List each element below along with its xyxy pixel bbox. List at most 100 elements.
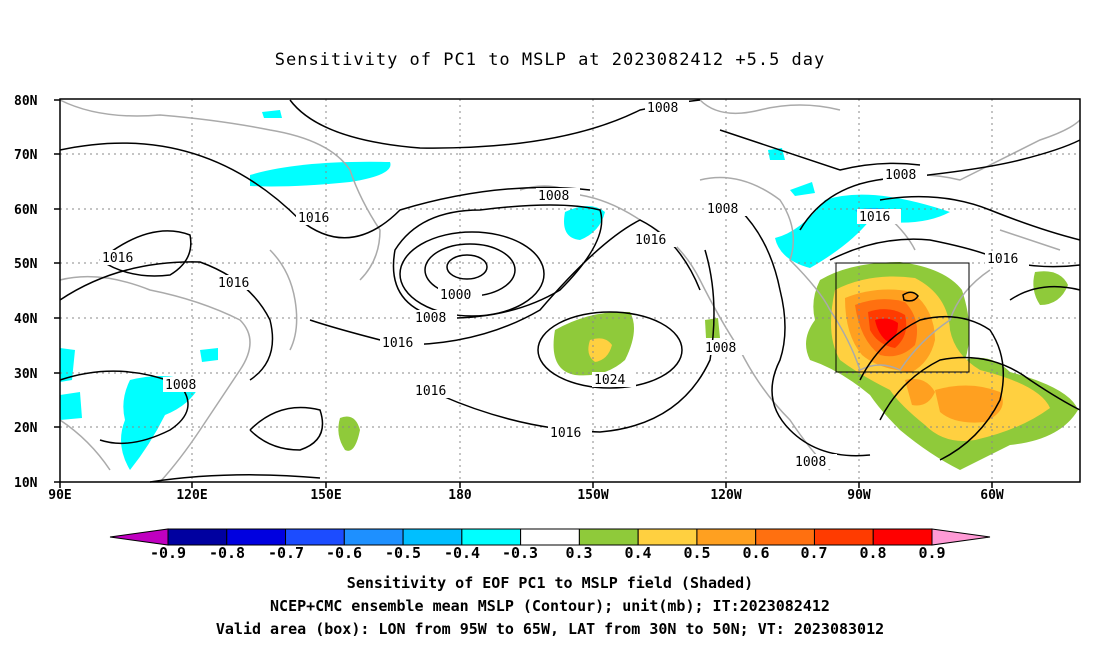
colorbar-cell	[755, 528, 815, 546]
lon-tick-label: 90W	[847, 488, 871, 503]
lat-tick-label: 70N	[14, 148, 38, 163]
colorbar-cell	[813, 528, 874, 546]
lon-tick-label: 120E	[176, 488, 207, 503]
shade-neg-hudson	[775, 194, 950, 268]
shade-neg-small-3	[200, 348, 218, 362]
lat-tick-label: 80N	[14, 94, 38, 109]
shade-pos-atlantic-orange	[935, 385, 1003, 423]
contour-label: 1008	[705, 341, 736, 356]
lon-tick-label: 150E	[310, 488, 341, 503]
contour-low-2	[399, 231, 545, 317]
contour-label: 1008	[165, 378, 196, 393]
contour-label: 1016	[102, 251, 133, 266]
colorbar-label: -0.8	[209, 544, 245, 562]
colorbar-label: -0.3	[502, 544, 538, 562]
lon-tick-label: 150W	[577, 488, 608, 503]
coastlines	[59, 99, 1081, 483]
colorbar-cell	[167, 528, 228, 546]
colorbar-cell	[461, 528, 522, 546]
contour-west-2	[99, 230, 192, 277]
shade-neg-west	[60, 348, 75, 382]
colorbar-cell	[226, 528, 287, 546]
shading-layer	[60, 110, 1078, 470]
chart-title: Sensitivity of PC1 to MSLP at 2023082412…	[274, 50, 826, 70]
shade-neg-small-1	[262, 110, 282, 118]
shade-pos-atlantic-orange2	[905, 378, 935, 406]
lat-tick-label: 20N	[14, 421, 38, 436]
contour-west-4	[249, 406, 324, 451]
lat-tick-label: 60N	[14, 203, 38, 218]
contour-far-east	[1009, 285, 1081, 301]
lon-tick-label: 180	[448, 488, 472, 503]
lat-tick-label: 50N	[14, 257, 38, 272]
contour-east-1016	[799, 139, 1081, 231]
colorbar-cell	[285, 528, 345, 546]
shade-neg-scs	[121, 376, 200, 470]
contour-label: 1000	[440, 288, 471, 303]
contour-label: 1008	[415, 311, 446, 326]
colorbar-cell	[578, 528, 639, 546]
colorbar	[109, 528, 991, 546]
contour-north-1016	[59, 142, 591, 239]
shade-neg-greenland	[790, 182, 815, 196]
contour-east-2	[879, 195, 1081, 241]
contour-label: 1016	[382, 336, 413, 351]
contour-label: 1008	[795, 455, 826, 470]
colorbar-cell	[872, 528, 933, 546]
lon-tick-label: 90E	[48, 488, 71, 503]
colorbar-label: -0.7	[268, 544, 304, 562]
contour-label: 1008	[707, 202, 738, 217]
shade-pos-eastna-red3	[875, 318, 898, 342]
colorbar-label: -0.5	[385, 544, 421, 562]
colorbar-high-extend	[931, 528, 991, 546]
lat-tick-label: 40N	[14, 312, 38, 327]
shade-pos-small-green	[338, 416, 360, 451]
shade-pos-right-green	[1033, 271, 1068, 305]
colorbar-cell	[402, 528, 463, 546]
colorbar-label: 0.5	[683, 544, 710, 562]
colorbar-label: 0.6	[742, 544, 769, 562]
contour-east-5	[879, 356, 1081, 421]
caption-line-2: NCEP+CMC ensemble mean MSLP (Contour); u…	[270, 597, 830, 615]
contour-east-1008	[739, 209, 871, 457]
contour-label: 1016	[635, 233, 666, 248]
colorbar-cell	[637, 528, 698, 546]
lat-tick-labels: 80N 70N 60N 50N 40N 30N 20N 10N	[14, 94, 38, 491]
contour-label: 1008	[647, 101, 678, 116]
contour-west-3	[59, 370, 189, 445]
mslp-contours	[59, 99, 1081, 483]
colorbar-low-extend	[109, 528, 169, 546]
caption-line-1: Sensitivity of EOF PC1 to MSLP field (Sh…	[346, 574, 754, 592]
colorbar-cell	[520, 528, 580, 546]
contour-label: 1016	[298, 211, 329, 226]
contour-label: 1016	[987, 252, 1018, 267]
colorbar-label: -0.9	[150, 544, 186, 562]
colorbar-label: 0.3	[565, 544, 592, 562]
lon-tick-labels: 90E 120E 150E 180 150W 120W 90W 60W	[48, 488, 1004, 503]
contour-east-3	[829, 238, 1081, 268]
shade-neg-west2	[60, 392, 82, 420]
colorbar-label: 0.8	[859, 544, 886, 562]
colorbar-cell	[343, 528, 404, 546]
colorbar-label: 0.9	[918, 544, 945, 562]
contour-south-1008	[149, 474, 321, 483]
colorbar-cell	[696, 528, 757, 546]
colorbar-label: -0.4	[444, 544, 480, 562]
lon-tick-label: 120W	[710, 488, 741, 503]
axis-ticks	[54, 99, 993, 488]
contour-label: 1016	[550, 426, 581, 441]
colorbar-labels: -0.9 -0.8 -0.7 -0.6 -0.5 -0.4 -0.3 0.3 0…	[150, 544, 946, 562]
contour-label: 1008	[885, 168, 916, 183]
contour-east-low	[902, 291, 919, 302]
contour-label: 1016	[859, 210, 890, 225]
contour-high-1024	[537, 311, 683, 389]
colorbar-label: 0.4	[624, 544, 651, 562]
contour-label: 1016	[218, 276, 249, 291]
lat-tick-label: 30N	[14, 367, 38, 382]
contour-labels: 1008 1008 1008 1008 1008 1008 1008 1008 …	[100, 100, 1029, 470]
plot-frame	[59, 98, 1081, 483]
contour-east-4	[859, 315, 1005, 461]
contour-label: 1024	[594, 373, 625, 388]
contour-label: 1016	[415, 384, 446, 399]
